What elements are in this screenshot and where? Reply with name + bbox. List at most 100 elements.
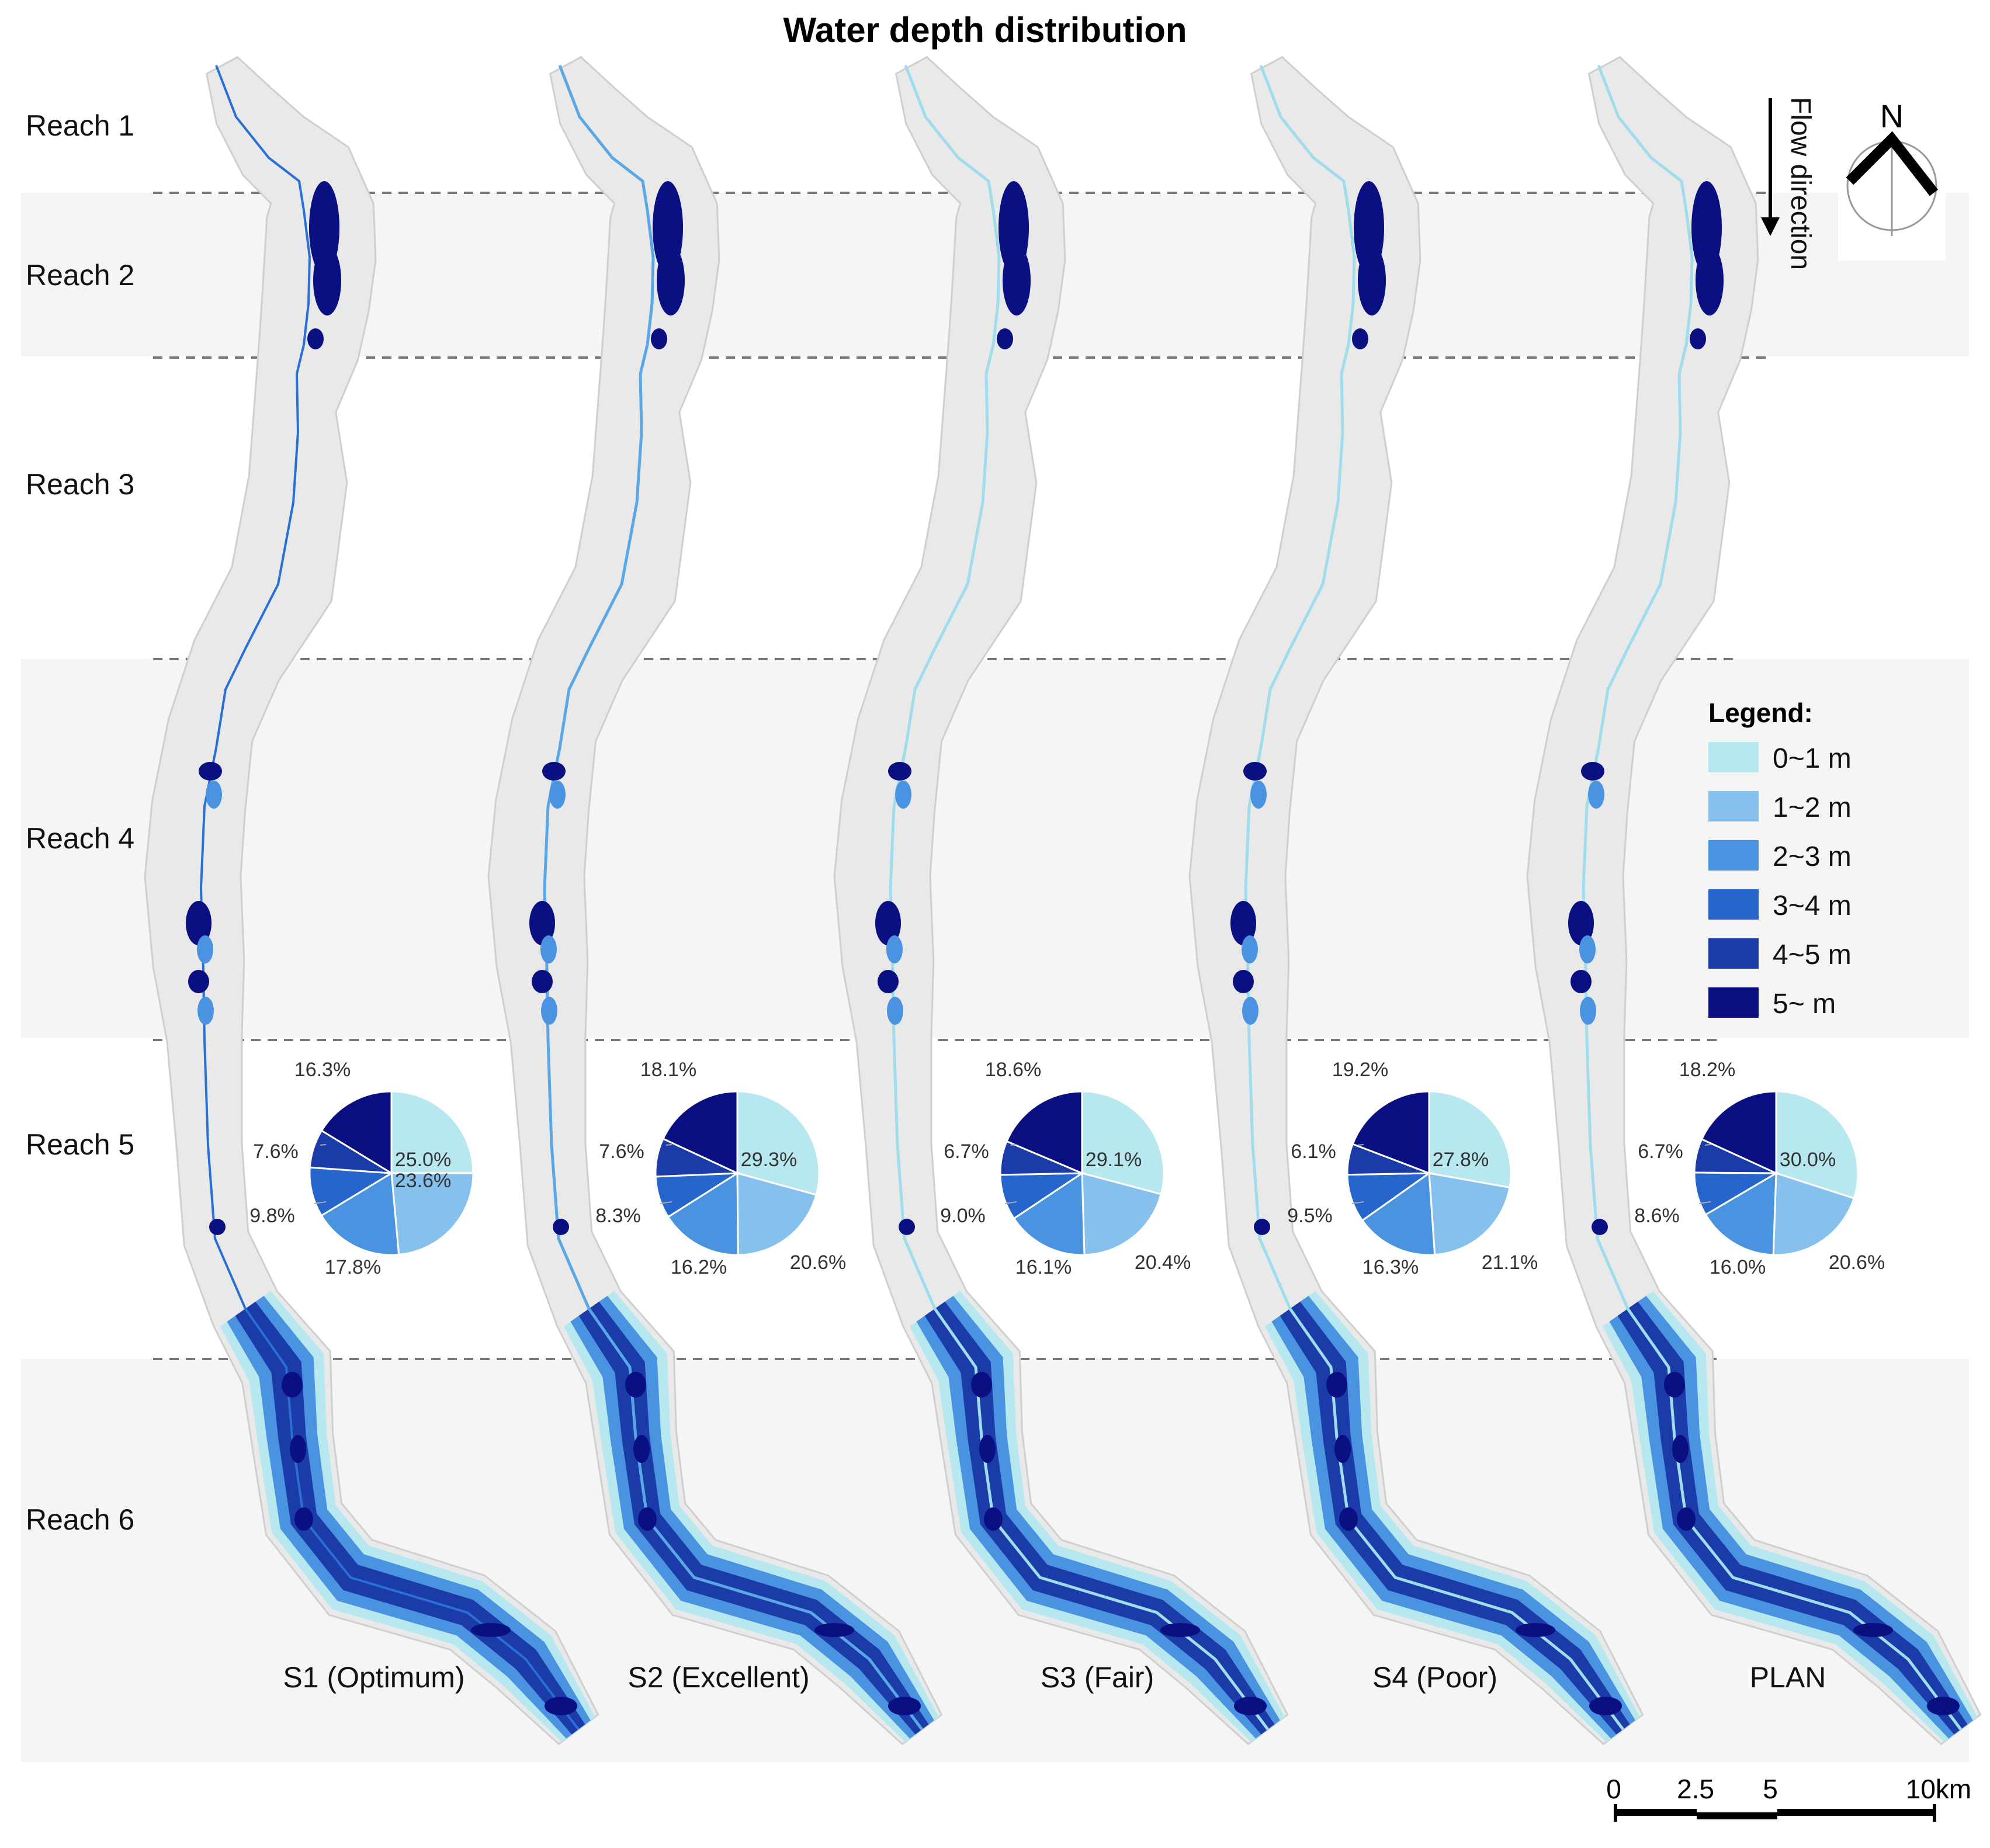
deep-pool (651, 328, 667, 349)
pie-label-2: 21.1% (1482, 1251, 1538, 1274)
scale-end-right (1933, 1804, 1936, 1822)
deep-pool (542, 762, 566, 781)
deep-pool (1233, 970, 1254, 993)
pie-label-4: 9.0% (940, 1205, 986, 1227)
pie-label-1: 29.3% (741, 1149, 797, 1171)
scale-bar: 0 2.5 5 10km (1606, 1774, 1971, 1822)
pie-label-4: 8.6% (1634, 1205, 1680, 1227)
scale-segment-3 (1777, 1809, 1934, 1816)
reach-3-label: Reach 3 (26, 468, 134, 501)
reach-2-label: Reach 2 (26, 259, 134, 292)
scenario-label-s1: S1 (Optimum) (283, 1661, 464, 1694)
legend-label-4: 3~4 m (1773, 890, 1852, 921)
legend-label-5: 4~5 m (1773, 939, 1852, 970)
deep-pool (971, 1372, 992, 1398)
north-label: N (1880, 98, 1904, 134)
deep-pool (888, 1697, 921, 1715)
mid-depth-patch (197, 935, 213, 963)
pie-label-2: 20.6% (1829, 1251, 1885, 1274)
pie-slice-3 (320, 1171, 400, 1256)
reach-labels: Reach 1 Reach 2 Reach 3 Reach 4 Reach 5 … (26, 109, 134, 1536)
pie-slice-6 (1351, 1090, 1430, 1175)
reach-5-label: Reach 5 (26, 1128, 134, 1161)
flow-arrow-head (1761, 217, 1780, 236)
deep-pool (282, 1372, 303, 1398)
scenario-labels: S1 (Optimum) S2 (Excellent) S3 (Fair) S4… (283, 1661, 1826, 1694)
figure-title: Water depth distribution (783, 11, 1187, 50)
reach-1-label: Reach 1 (26, 109, 134, 142)
pie-chart-3: 29.1% 20.4% 16.1% 9.0% 6.7% 18.6% (940, 1059, 1191, 1278)
deep-pool (1677, 1507, 1696, 1531)
deep-pool (1358, 245, 1386, 315)
deep-pool (529, 901, 555, 945)
deep-pool (1570, 970, 1592, 993)
pie-label-1: 30.0% (1780, 1149, 1836, 1171)
mid-depth-patch (549, 781, 566, 809)
scenario-label-s2: S2 (Excellent) (627, 1661, 809, 1694)
pie-label-4: 9.8% (249, 1205, 295, 1227)
deep-pool (633, 1435, 650, 1463)
reach-4-label: Reach 4 (26, 822, 134, 855)
pie-label-5: 7.6% (599, 1140, 644, 1163)
mid-depth-patch (1242, 997, 1259, 1025)
deep-pool (1927, 1697, 1960, 1715)
pie-label-5: 6.7% (944, 1140, 989, 1163)
deep-pool (984, 1507, 1003, 1531)
legend-swatch-3 (1708, 840, 1759, 871)
deep-pool (1853, 1623, 1893, 1637)
main-channel (543, 65, 923, 1731)
scale-tick-5: 5 (1763, 1774, 1778, 1804)
legend-swatch-5 (1708, 938, 1759, 969)
pie-slice-4 (999, 1172, 1086, 1220)
mid-depth-patch (206, 781, 222, 809)
mid-depth-patch (540, 935, 557, 963)
pie-label-6: 18.2% (1679, 1059, 1735, 1081)
deep-pool (1516, 1623, 1555, 1637)
river-map-5 (1526, 56, 1982, 1746)
pie-slice-3 (667, 1171, 739, 1256)
deep-pool (1003, 245, 1031, 315)
river-map-2 (487, 56, 943, 1746)
deep-pool (532, 970, 553, 993)
pie-slice-1 (1428, 1090, 1512, 1189)
pie-slice-6 (662, 1090, 739, 1175)
deep-pool (1334, 1435, 1351, 1463)
deep-pool (899, 1219, 915, 1235)
pie-slice-6 (1700, 1090, 1777, 1175)
pie-chart-1: 25.0%23.6% 17.8% 9.8% 7.6% 16.3% (249, 1059, 474, 1278)
pie-slice-1 (1081, 1090, 1165, 1195)
deep-pool (1592, 1219, 1608, 1235)
pie-slice-3 (1704, 1171, 1777, 1256)
pie-label-3: 16.0% (1710, 1256, 1766, 1278)
deep-pool (545, 1697, 577, 1715)
flow-direction-label: Flow direction (1785, 97, 1816, 270)
pie-slice-2 (1081, 1172, 1163, 1256)
pie-slice-4 (1346, 1172, 1432, 1222)
pie-chart-2: 29.3% 20.6% 16.2% 8.3% 7.6% 18.1% (595, 1059, 846, 1278)
deep-pool (1690, 328, 1706, 349)
main-channel (199, 65, 580, 1731)
pie-label-4: 8.3% (595, 1205, 641, 1227)
deep-pool (199, 762, 222, 781)
reach-4-band (21, 659, 1969, 1038)
mid-depth-patch (886, 935, 903, 963)
deep-pool (1339, 1507, 1358, 1531)
scale-tick-2-5: 2.5 (1677, 1774, 1714, 1804)
scenario-label-s3: S3 (Fair) (1041, 1661, 1154, 1694)
pie-slice-1 (390, 1090, 474, 1174)
deep-pool (1568, 901, 1594, 945)
pie-label-2: 20.6% (790, 1251, 846, 1274)
pie-label-6: 18.1% (640, 1059, 696, 1081)
deep-pool (625, 1372, 646, 1398)
deep-pool (888, 762, 911, 781)
deep-pool (1160, 1623, 1200, 1637)
deep-pool (1664, 1372, 1685, 1398)
scale-segment-2 (1697, 1812, 1777, 1819)
scale-segment-1 (1616, 1809, 1697, 1816)
deep-pool (553, 1219, 569, 1235)
depth-legend: Legend: 0~1 m 1~2 m 2~3 m 3~4 m 4~5 m 5~ m (1708, 698, 1852, 1020)
legend-swatch-4 (1708, 889, 1759, 920)
pie-slice-6 (1006, 1090, 1083, 1175)
pie-leader-line (314, 1201, 327, 1204)
deep-pool (1230, 901, 1256, 945)
